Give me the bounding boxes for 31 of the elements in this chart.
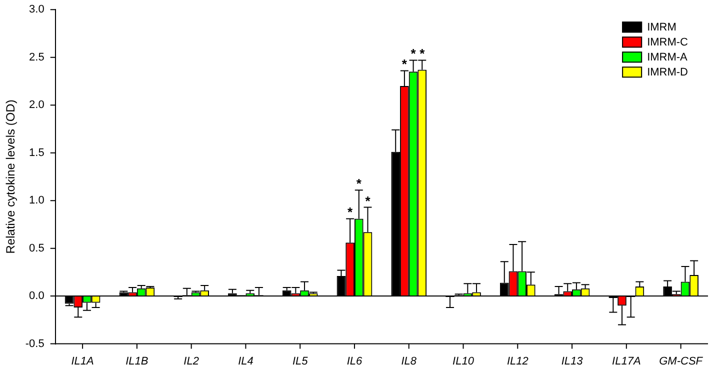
x-tick-label: IL1B xyxy=(126,355,148,368)
y-tick-label: 1.0 xyxy=(29,194,44,207)
y-tick-label: 2.0 xyxy=(29,99,44,112)
x-tick-label: IL4 xyxy=(238,355,254,368)
annotation: * xyxy=(348,204,354,220)
y-tick-label: -0.5 xyxy=(25,338,44,350)
legend-label: IMRM-A xyxy=(647,52,688,64)
x-tick-label: IL2 xyxy=(184,355,199,368)
annotation: * xyxy=(402,56,408,72)
x-tick-label: IL12 xyxy=(506,355,528,368)
annotation: * xyxy=(365,193,372,208)
y-tick-label: 2.5 xyxy=(29,51,44,64)
y-axis-title: Relative cytokine levels (OD) xyxy=(4,100,18,254)
legend-label: IMRM-C xyxy=(647,36,688,49)
x-tick-label: IL10 xyxy=(452,355,475,368)
x-tick-label: GM-CSF xyxy=(659,355,704,368)
x-tick-label: IL6 xyxy=(346,355,364,368)
x-tick-label: IL1A xyxy=(71,355,94,368)
annotation: * xyxy=(356,176,362,192)
y-tick-label: 0.5 xyxy=(29,242,44,254)
x-tick-label: IL13 xyxy=(561,355,584,368)
y-tick-label: 0.0 xyxy=(29,290,44,302)
y-tick-label: 1.5 xyxy=(29,146,44,159)
y-tick-label: 3.0 xyxy=(29,4,44,16)
annotation: * xyxy=(420,46,426,62)
x-tick-label: IL8 xyxy=(401,355,418,368)
x-tick-label: IL5 xyxy=(292,355,309,368)
legend-label: IMRM-D xyxy=(647,66,688,79)
x-tick-label: IL17A xyxy=(612,355,641,368)
legend-label: IMRM xyxy=(647,22,676,34)
annotation: * xyxy=(410,46,417,62)
